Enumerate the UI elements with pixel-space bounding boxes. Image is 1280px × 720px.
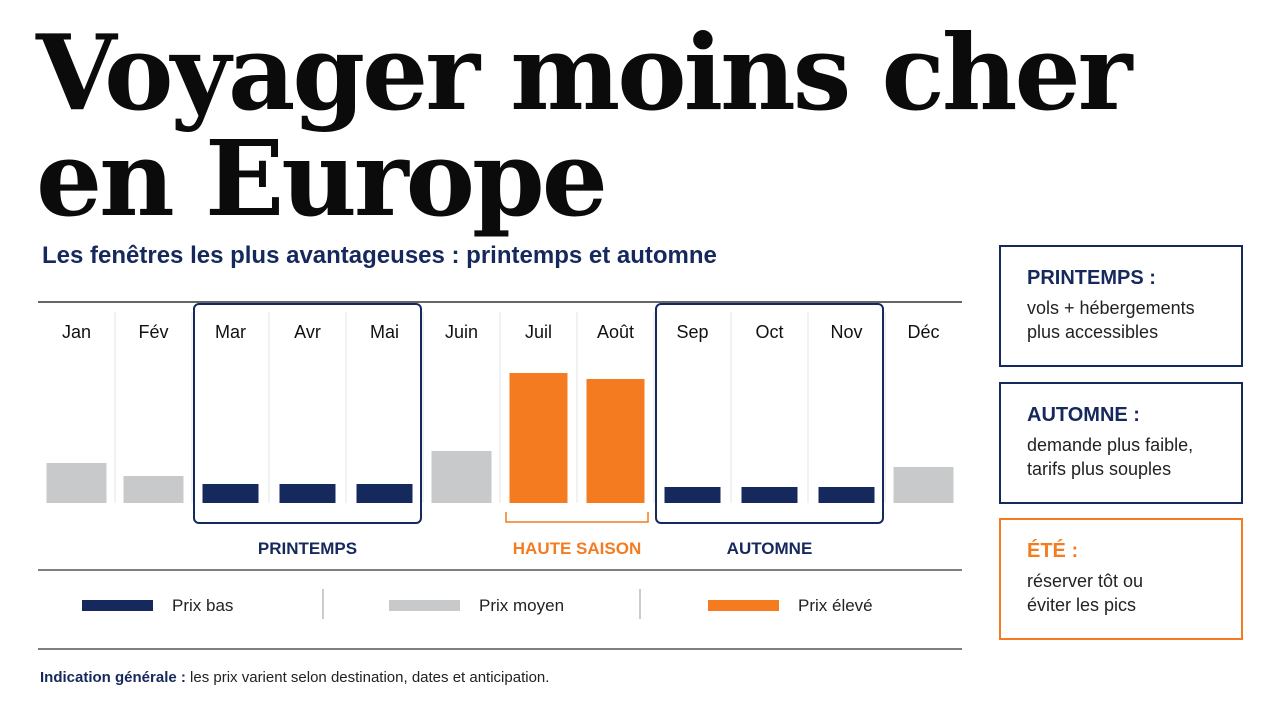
bar-juil — [509, 373, 568, 503]
month-label: Mai — [370, 322, 399, 342]
side-box-title: PRINTEMPS : — [1027, 267, 1156, 289]
bar-déc — [893, 467, 954, 503]
legend-swatch-mid — [389, 600, 460, 611]
title-line-1: Voyager moins cher — [36, 11, 1132, 134]
bar-sep — [664, 487, 721, 503]
month-label: Jan — [62, 322, 91, 342]
season-label: HAUTE SAISON — [513, 539, 641, 558]
side-box-body: demande plus faible, tarifs plus souples — [1027, 435, 1194, 479]
season-label: AUTOMNE — [727, 539, 813, 558]
month-label: Sep — [676, 322, 708, 342]
title-line-2: en Europe — [36, 117, 608, 240]
footnote: Indication générale : les prix varient s… — [40, 669, 549, 686]
side-box-title: ÉTÉ : — [1027, 540, 1079, 562]
season-frame — [193, 303, 422, 524]
month-label: Juin — [445, 322, 478, 342]
side-box-printemps: PRINTEMPS : vols + hébergements plus acc… — [999, 245, 1243, 367]
season-frame — [655, 303, 884, 524]
side-box-automne: AUTOMNE : demande plus faible, tarifs pl… — [999, 382, 1243, 504]
month-label: Oct — [755, 322, 783, 342]
legend-label: Prix élevé — [798, 596, 873, 615]
bar-fév — [123, 476, 184, 503]
footnote-label: Indication générale : — [40, 669, 186, 686]
bar-juin — [431, 451, 492, 503]
month-label: Août — [597, 322, 634, 342]
legend-swatch-high — [708, 600, 779, 611]
bar-août — [586, 379, 645, 503]
month-label: Mar — [215, 322, 246, 342]
bar-mar — [202, 484, 259, 503]
legend-swatch-low — [82, 600, 153, 611]
footnote-text: les prix varient selon destination, date… — [185, 669, 550, 686]
side-box-ete: ÉTÉ : réserver tôt ou éviter les pics — [999, 518, 1243, 640]
page-title: Voyager moins cher en Europe — [36, 11, 1132, 240]
bar-avr — [279, 484, 336, 503]
bar-mai — [356, 484, 413, 503]
side-box-body: vols + hébergements plus accessibles — [1027, 298, 1195, 342]
seasonal-price-chart: PRINTEMPS HAUTE SAISON AUTOMNE Jan Fév Mar Avr… — [38, 301, 962, 650]
month-label: Déc — [907, 322, 939, 342]
legend-label: Prix moyen — [479, 596, 564, 615]
legend-label: Prix bas — [172, 596, 233, 615]
bar-nov — [818, 487, 875, 503]
season-bracket — [505, 512, 649, 523]
month-label: Nov — [830, 322, 862, 342]
side-box-body: réserver tôt ou éviter les pics — [1027, 571, 1144, 615]
side-box-title: AUTOMNE : — [1027, 404, 1140, 426]
chart-subtitle: Les fenêtres les plus avantageuses : pri… — [42, 242, 717, 269]
season-label: PRINTEMPS — [258, 539, 357, 558]
bar-oct — [741, 487, 798, 503]
month-label: Fév — [138, 322, 168, 342]
bar-jan — [46, 463, 107, 503]
month-label: Juil — [525, 322, 552, 342]
month-label: Avr — [294, 322, 321, 342]
